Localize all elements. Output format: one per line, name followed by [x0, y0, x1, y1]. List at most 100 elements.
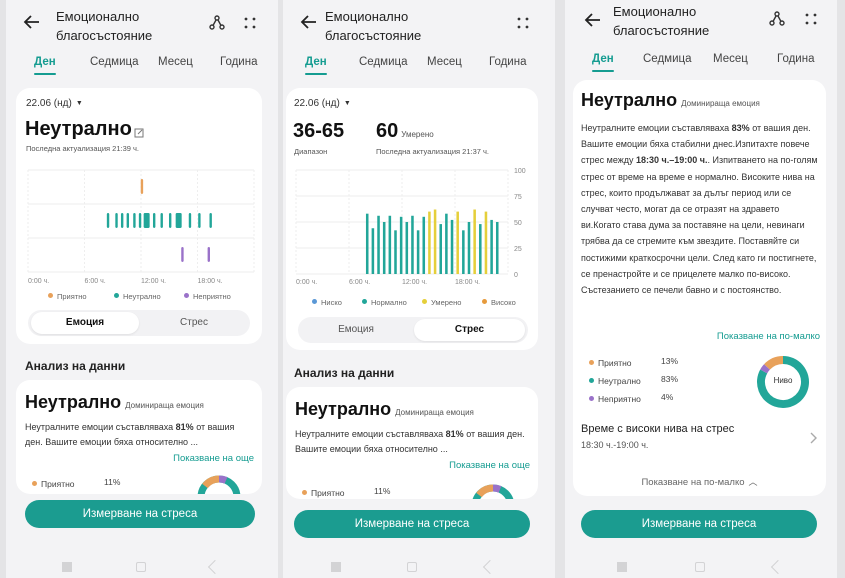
emotion-mark [198, 213, 201, 228]
legend-normal: Нормално [362, 298, 407, 307]
nav-recent-icon[interactable] [617, 562, 627, 572]
last-update: Последна актуализация 21:39 ч. [26, 144, 140, 153]
x-tick-label: 18:00 ч. [198, 278, 223, 285]
toggle-emotion[interactable]: Емоция [338, 324, 374, 335]
current-stress: 60 Умерено [376, 120, 434, 142]
donut-slice [764, 356, 784, 370]
emotion-mark [143, 213, 150, 228]
collapse-link[interactable]: Показване на по-малко ︿ [641, 477, 758, 488]
analysis-text-full: Неутралните емоции съставляваха 83% от в… [581, 123, 818, 296]
stress-bar [484, 211, 488, 274]
x-tick-label: 6:00 ч. [349, 279, 370, 286]
nav-recent-icon[interactable] [331, 562, 341, 572]
unpleasant-row: Неприятно [589, 394, 641, 404]
tab-day[interactable]: Ден [305, 56, 327, 75]
x-tick-label: 0:00 ч. [296, 279, 317, 286]
tab-week[interactable]: Седмица [90, 56, 139, 68]
dominant-title: Неутрално Доминираща емоция [581, 90, 760, 110]
emotion-mark [140, 179, 144, 194]
tab-week[interactable]: Седмица [643, 53, 692, 65]
emotion-mark [188, 213, 192, 228]
stress-bar [411, 215, 414, 274]
unpleasant-value: 4% [661, 392, 674, 402]
screen-emotion-day: Емоционално благосъстояние Ден Седмица Ме… [6, 0, 278, 578]
nav-home-icon[interactable] [136, 562, 146, 572]
measure-stress-button[interactable]: Измерване на стреса [581, 510, 817, 538]
nav-back-icon[interactable] [207, 559, 223, 575]
x-tick-label: 12:00 ч. [402, 279, 427, 286]
pleasant-row: Приятно [302, 488, 345, 498]
y-tick-label: 100 [514, 168, 526, 175]
stress-bar [399, 216, 403, 274]
tab-year[interactable]: Година [220, 56, 258, 68]
y-tick-label: 25 [514, 246, 522, 253]
stress-bar [405, 222, 409, 274]
stress-bar [382, 222, 386, 274]
system-nav-bar [283, 556, 555, 578]
current-emotion: Неутрално [25, 118, 132, 140]
stress-bar [388, 215, 392, 274]
back-arrow-icon[interactable] [299, 12, 319, 32]
stress-bar [495, 222, 499, 274]
high-stress-title[interactable]: Време с високи нива на стрес [581, 423, 735, 435]
stress-bar [439, 224, 442, 274]
page-title: Емоционално благосъстояние [613, 4, 710, 38]
tab-month[interactable]: Месец [427, 56, 462, 68]
toggle-stress[interactable]: Стрес [414, 319, 525, 341]
tab-month[interactable]: Месец [158, 56, 193, 68]
emotion-timeline-chart: 0:00 ч. 6:00 ч. 12:00 ч. 18:00 ч. [27, 169, 255, 285]
stress-bar [473, 209, 476, 274]
back-arrow-icon[interactable] [583, 10, 603, 30]
tab-day[interactable]: Ден [34, 56, 56, 75]
tab-week[interactable]: Седмица [359, 56, 408, 68]
donut-slice [757, 356, 809, 408]
emotion-mark [120, 213, 124, 228]
app-header: Емоционално благосъстояние [283, 0, 555, 46]
more-options-icon[interactable] [242, 15, 258, 31]
screen-stress-day: Емоционално благосъстояние Ден Седмица Ме… [283, 0, 555, 578]
emotion-mark [152, 213, 156, 228]
system-nav-bar [6, 556, 278, 578]
edit-icon[interactable] [134, 128, 144, 138]
tab-year[interactable]: Година [489, 56, 527, 68]
nav-back-icon[interactable] [482, 559, 498, 575]
date-selector[interactable]: 22.06 (нд) ▼ [294, 98, 351, 109]
pleasant-value: 13% [661, 356, 679, 366]
show-more-link[interactable]: Показване на още [449, 460, 530, 471]
share-icon[interactable] [208, 14, 226, 32]
pleasant-row: Приятно [589, 358, 632, 368]
emotion-mark [138, 213, 142, 228]
toggle-stress[interactable]: Стрес [180, 317, 208, 328]
donut-label: Ниво [773, 376, 793, 385]
pleasant-value: 11% [374, 486, 391, 496]
stress-range: 36-65 [293, 120, 345, 142]
period-tabs: Ден Седмица Месец Година [12, 56, 272, 80]
back-arrow-icon[interactable] [22, 12, 42, 32]
nav-recent-icon[interactable] [62, 562, 72, 572]
more-options-icon[interactable] [803, 11, 819, 27]
x-tick-label: 6:00 ч. [85, 278, 106, 285]
stress-bar [490, 219, 493, 274]
last-update: Последна актуализация 21:37 ч. [376, 147, 490, 156]
toggle-emotion[interactable]: Емоция [31, 312, 139, 334]
nav-home-icon[interactable] [407, 562, 417, 572]
chevron-right-icon[interactable] [809, 432, 817, 444]
screen-analysis-expanded: Емоционално благосъстояние Ден Седмица Ме… [565, 0, 837, 578]
x-tick-label: 12:00 ч. [141, 278, 166, 285]
share-icon[interactable] [768, 10, 786, 28]
nav-back-icon[interactable] [770, 559, 786, 575]
date-selector[interactable]: 22.06 (нд) ▼ [26, 98, 83, 109]
show-less-link[interactable]: Показване на по-малко [716, 331, 820, 342]
emotion-mark [175, 213, 182, 228]
x-tick-label: 18:00 ч. [455, 279, 480, 286]
nav-home-icon[interactable] [695, 562, 705, 572]
show-more-link[interactable]: Показване на още [173, 453, 254, 464]
analysis-heading: Анализ на данни [25, 359, 126, 373]
emotion-chart-card: 22.06 (нд) ▼ Неутрално Последна актуализа… [16, 88, 262, 344]
more-options-icon[interactable] [515, 15, 531, 31]
tab-day[interactable]: Ден [592, 53, 614, 72]
measure-stress-button[interactable]: Измерване на стреса [25, 500, 255, 528]
tab-year[interactable]: Година [777, 53, 815, 65]
tab-month[interactable]: Месец [713, 53, 748, 65]
measure-stress-button[interactable]: Измерване на стреса [294, 510, 530, 538]
